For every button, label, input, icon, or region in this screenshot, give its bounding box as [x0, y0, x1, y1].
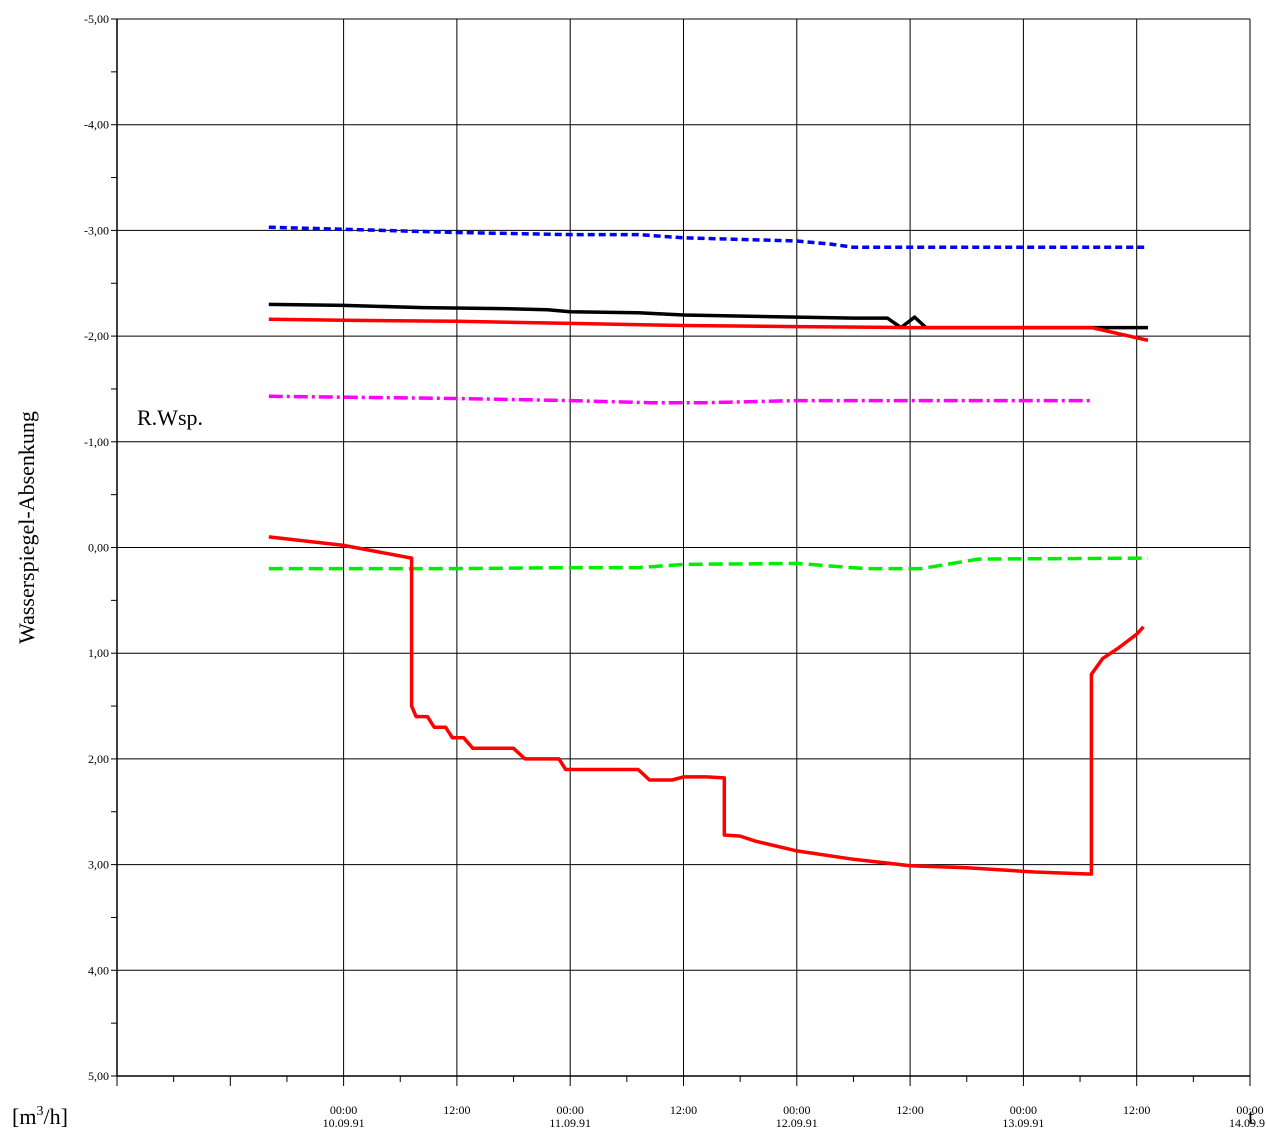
x-tick-label-time: 12:00 [1123, 1103, 1150, 1117]
y-tick-label: -2,00 [84, 329, 109, 343]
x-tick-label-date: 11.09.91 [549, 1116, 591, 1130]
y-tick-label: 1,00 [88, 646, 109, 660]
labels: -5,00 -4,00 -3,00 -2,00 -1,00 0,00 1,00 2,00 3,0… [12, 12, 1266, 1130]
y-axis-title: Wasserspiegel-Absenkung [14, 411, 39, 644]
x-tick-label-date: 12.09.91 [776, 1116, 818, 1130]
series-group [268, 225, 1149, 876]
y-tick-label: 4,00 [88, 963, 109, 977]
x-tick-label-time: 00:00 [1010, 1103, 1037, 1117]
series-line-3 [268, 317, 1149, 343]
y-tick-label: 0,00 [88, 541, 109, 555]
x-tick-label-date: 14.09.91 [1229, 1116, 1266, 1130]
x-tick-label-time: 00:00 [557, 1103, 584, 1117]
x-tick-label-time: 12:00 [443, 1103, 470, 1117]
grid [117, 18, 1251, 1077]
y-tick-label: -3,00 [84, 223, 109, 237]
series-line-5 [268, 556, 1149, 571]
axes [111, 18, 1251, 1086]
x-axis-title: t [1248, 1104, 1254, 1129]
x-tick-label-time: 00:00 [783, 1103, 810, 1117]
x-tick-label-time: 00:00 [330, 1103, 357, 1117]
x-tick-label-date: 13.09.91 [1002, 1116, 1044, 1130]
y-tick-label: 3,00 [88, 858, 109, 872]
y-tick-label: 2,00 [88, 752, 109, 766]
series-line-6 [268, 535, 1145, 876]
y-tick-label: -5,00 [84, 12, 109, 26]
x-tick-label-time: 12:00 [670, 1103, 697, 1117]
series-line-1 [268, 225, 1148, 250]
x-tick-label-time: 12:00 [896, 1103, 923, 1117]
y-tick-label: -1,00 [84, 435, 109, 449]
x-tick-label-time: 00:00 [1236, 1103, 1263, 1117]
y-tick-label: 5,00 [88, 1069, 109, 1083]
series-line-2 [268, 302, 1148, 330]
y-tick-label: -4,00 [84, 118, 109, 132]
x-tick-label-date: 10.09.91 [323, 1116, 365, 1130]
annotation-label: R.Wsp. [137, 405, 203, 430]
unit-label: [m3/h] [12, 1104, 68, 1129]
series-line-4 [268, 394, 1092, 405]
